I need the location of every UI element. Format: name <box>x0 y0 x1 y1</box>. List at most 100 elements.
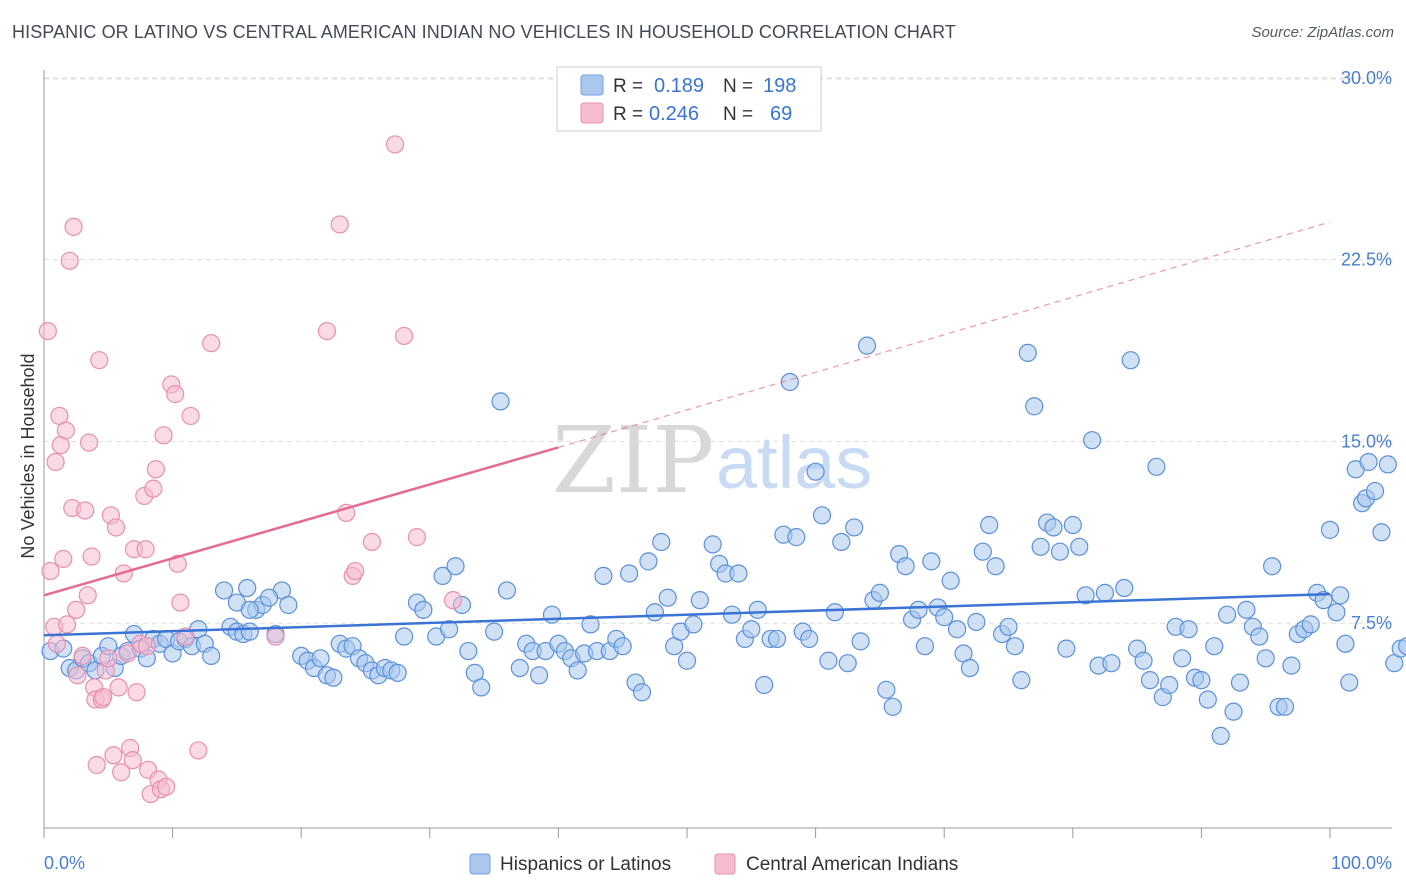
data-point-hispanic <box>620 564 639 583</box>
data-point-hispanic <box>1301 615 1320 634</box>
trend-line-extension <box>558 221 1331 449</box>
data-point-hispanic <box>742 620 761 639</box>
data-point-hispanic <box>883 697 902 716</box>
data-point-hispanic <box>677 651 697 670</box>
data-point-hispanic <box>1160 675 1179 695</box>
data-point-hispanic <box>1398 637 1406 656</box>
data-point-hispanic <box>800 629 819 649</box>
data-point-hispanic <box>202 646 221 665</box>
data-point-hispanic <box>497 581 517 600</box>
bottom-legend: Hispanics or Latinos Central American In… <box>469 853 958 875</box>
legend-n-value: 69 <box>770 103 792 125</box>
data-point-hispanic <box>594 566 613 586</box>
chart-title: HISPANIC OR LATINO VS CENTRAL AMERICAN I… <box>12 22 956 42</box>
data-point-central-american <box>123 751 142 770</box>
data-point-hispanic <box>896 557 915 576</box>
legend-n-label: N = <box>723 76 753 97</box>
data-point-hispanic <box>973 542 992 561</box>
data-point-hispanic <box>279 595 298 615</box>
data-point-hispanic <box>947 620 967 639</box>
data-point-hispanic <box>748 600 767 619</box>
data-point-hispanic <box>1031 537 1050 556</box>
data-point-central-american <box>94 688 113 707</box>
data-point-central-american <box>68 666 87 685</box>
data-point-hispanic <box>530 666 549 685</box>
data-point-hispanic <box>1057 639 1076 658</box>
data-point-hispanic <box>851 632 870 651</box>
legend-r-label: R = <box>613 104 643 125</box>
data-point-central-american <box>146 460 165 479</box>
data-point-hispanic <box>1218 605 1237 624</box>
data-point-hispanic <box>645 603 664 622</box>
data-point-central-american <box>46 452 65 472</box>
data-point-central-american <box>106 518 126 537</box>
data-point-hispanic <box>819 651 838 670</box>
data-point-hispanic <box>1050 542 1070 561</box>
data-point-hispanic <box>613 637 632 656</box>
data-point-hispanic <box>394 627 414 646</box>
data-point-hispanic <box>1372 523 1391 542</box>
data-point-central-american <box>443 591 463 610</box>
data-point-hispanic <box>652 532 671 552</box>
data-point-hispanic <box>1256 649 1275 668</box>
data-point-central-american <box>407 528 427 547</box>
data-point-central-american <box>330 215 349 234</box>
data-point-central-american <box>154 426 173 445</box>
data-point-hispanic <box>632 683 652 702</box>
y-tick-label: 7.5% <box>1351 613 1392 633</box>
data-point-hispanic <box>922 552 941 571</box>
data-point-hispanic <box>832 532 851 552</box>
data-point-hispanic <box>491 392 510 411</box>
data-point-central-american <box>317 321 337 341</box>
data-point-hispanic <box>639 552 658 571</box>
data-point-hispanic <box>1365 481 1385 501</box>
data-point-central-american <box>78 586 97 605</box>
data-point-hispanic <box>1340 673 1359 692</box>
data-point-hispanic <box>1102 654 1121 673</box>
data-point-hispanic <box>941 571 960 590</box>
data-point-central-american <box>54 549 73 569</box>
data-point-central-american <box>394 326 414 346</box>
data-point-hispanic <box>1314 591 1333 610</box>
data-point-hispanic <box>1121 351 1140 370</box>
legend-swatch-blue <box>580 74 604 96</box>
y-tick-label: 30.0% <box>1341 68 1392 88</box>
data-point-central-american <box>118 644 137 663</box>
data-point-hispanic <box>1378 455 1397 474</box>
data-point-central-american <box>385 135 405 154</box>
data-point-hispanic <box>1282 656 1301 675</box>
data-point-hispanic <box>240 600 259 619</box>
data-point-central-american <box>56 421 75 440</box>
data-point-central-american <box>76 501 95 520</box>
data-point-hispanic <box>581 615 600 634</box>
data-point-central-american <box>73 646 92 665</box>
x-axis-ticks <box>43 828 1331 838</box>
data-point-hispanic <box>388 663 407 682</box>
watermark-atlas: atlas <box>716 421 872 504</box>
data-point-hispanic <box>935 608 954 627</box>
data-point-hispanic <box>960 658 980 678</box>
data-point-hispanic <box>1192 671 1211 690</box>
data-point-hispanic <box>459 641 478 661</box>
data-point-hispanic <box>485 622 504 641</box>
data-point-hispanic <box>915 637 935 656</box>
data-point-hispanic <box>1044 518 1063 537</box>
legend-n-label: N = <box>723 104 753 125</box>
legend-n-value: 198 <box>763 75 796 97</box>
legend-r-label: R = <box>613 76 643 97</box>
legend-box: R = 0.189 N = 198 R = 0.246 N = 69 <box>556 66 822 132</box>
data-point-hispanic <box>999 617 1018 636</box>
data-point-central-american <box>171 593 190 612</box>
data-point-hispanic <box>806 462 825 481</box>
data-point-central-american <box>90 351 109 370</box>
data-point-central-american <box>362 532 382 552</box>
data-point-central-american <box>67 600 86 619</box>
bottom-legend-label-central-american: Central American Indians <box>746 854 958 875</box>
data-point-hispanic <box>259 588 279 607</box>
data-point-hispanic <box>446 557 465 576</box>
data-point-hispanic <box>1173 649 1192 668</box>
data-point-hispanic <box>414 600 433 619</box>
data-point-hispanic <box>214 581 234 600</box>
data-point-central-american <box>41 561 60 581</box>
data-point-hispanic <box>1076 586 1095 605</box>
